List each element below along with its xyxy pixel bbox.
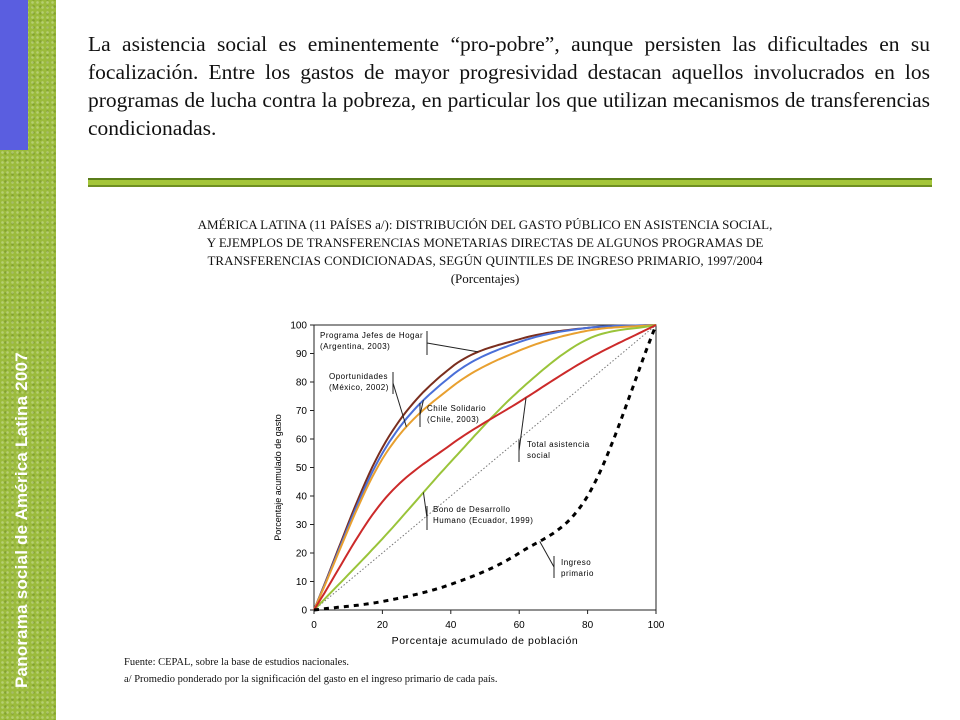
y-tick-label: 100	[290, 321, 307, 332]
sidebar-panel: Panorama social de América Latina 2007	[0, 0, 56, 720]
annotation-label: Oportunidades	[329, 372, 388, 381]
y-tick-label: 30	[296, 520, 308, 531]
y-tick-label: 0	[301, 606, 307, 617]
y-tick-label: 20	[296, 549, 308, 560]
annotation-label: Chile Solidario	[427, 404, 486, 413]
annotation-leader	[518, 397, 527, 452]
annotation-leader	[426, 342, 479, 353]
x-axis-label: Porcentaje acumulado de población	[392, 635, 579, 647]
y-tick-label: 80	[296, 378, 308, 389]
annotation-label: (México, 2002)	[329, 383, 389, 392]
x-tick-label: 60	[514, 620, 526, 631]
annotation-label: Humano (Ecuador, 1999)	[433, 516, 533, 525]
annotation-label: Bono de Desarrollo	[433, 505, 511, 514]
figure-title-line-3: TRANSFERENCIAS CONDICIONADAS, SEGÚN QUIN…	[207, 253, 763, 268]
x-tick-label: 0	[311, 620, 317, 631]
annotation-label: Programa Jefes de Hogar	[320, 331, 423, 340]
annotation-label: (Argentina, 2003)	[320, 342, 390, 351]
y-tick-label: 90	[296, 349, 308, 360]
x-tick-label: 20	[377, 620, 389, 631]
series-line-1	[313, 324, 657, 611]
annotation-label: (Chile, 2003)	[427, 415, 479, 424]
y-tick-label: 70	[296, 406, 308, 417]
x-tick-label: 80	[582, 620, 594, 631]
figure-title-line-2: Y EJEMPLOS DE TRANSFERENCIAS MONETARIAS …	[206, 235, 764, 250]
equality-diagonal-line	[313, 324, 657, 611]
x-tick-label: 100	[648, 620, 665, 631]
series-line-5	[313, 324, 658, 612]
annotation-label: Ingreso	[561, 558, 591, 567]
annotation-leader	[392, 382, 407, 427]
sidebar-accent-block	[0, 0, 28, 150]
annotation-leader	[539, 541, 555, 568]
series-line-3	[313, 324, 657, 611]
y-tick-label: 40	[296, 492, 308, 503]
y-tick-label: 60	[296, 435, 308, 446]
y-tick-label: 50	[296, 463, 308, 474]
figure-footnote: a/ Promedio ponderado por la significaci…	[124, 674, 498, 685]
annotation-label: primario	[561, 569, 594, 578]
annotation-label: Total asistencia	[527, 440, 590, 449]
annotation-leader	[419, 400, 424, 416]
figure-source: Fuente: CEPAL, sobre la base de estudios…	[124, 657, 350, 668]
annotation-label: social	[527, 451, 550, 460]
intro-paragraph: La asistencia social es eminentemente “p…	[88, 32, 930, 140]
annotation-leader	[422, 492, 428, 519]
x-tick-label: 40	[445, 620, 457, 631]
figure-title-line-4: (Porcentajes)	[450, 271, 520, 286]
divider-rule	[88, 178, 932, 187]
figure-title: AMÉRICA LATINA (11 PAÍSES a/): DISTRIBUC…	[90, 216, 880, 288]
y-tick-label: 10	[296, 577, 308, 588]
y-axis-label: Porcentaje acumulado de gasto	[273, 414, 283, 541]
figure-title-line-1: AMÉRICA LATINA (11 PAÍSES a/): DISTRIBUC…	[197, 217, 773, 232]
series-line-2	[313, 324, 657, 611]
series-line-4	[313, 324, 657, 611]
